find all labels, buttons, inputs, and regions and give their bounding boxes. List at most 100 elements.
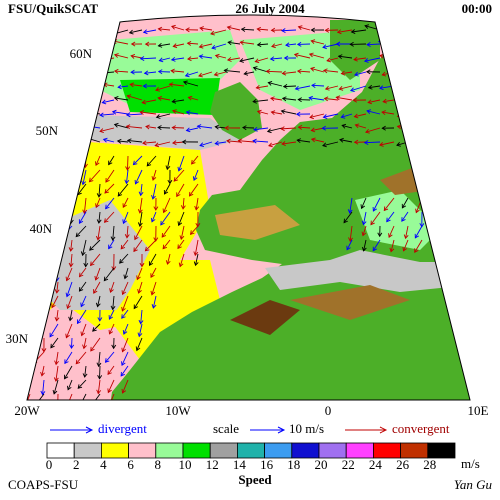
wind-arrow [421,137,437,143]
wind-arrow [425,113,437,118]
wind-arrow [117,140,129,143]
wind-arrow [109,323,115,335]
wind-arrow [27,141,31,145]
wind-arrow [177,239,185,249]
wind-arrow-head [184,72,190,78]
wind-arrow-head [58,83,64,89]
wind-arrow-head [84,123,90,129]
wind-arrow [75,225,87,237]
wind-arrow-head [97,317,103,322]
wind-arrow-head [148,261,154,267]
wind-arrow [60,29,73,32]
wind-arrow [227,57,241,61]
wind-arrow [324,98,339,101]
wind-arrow [195,253,199,266]
wind-arrow [297,70,311,73]
wind-arrow [80,295,87,307]
wind-arrow [341,71,353,75]
land [108,40,470,400]
wind-arrow [295,85,311,90]
wind-arrow-head [378,142,384,147]
wind-arrow [86,29,101,33]
wind-arrow [136,267,143,280]
wind-arrow [339,139,353,143]
wind-arrow-head [377,232,383,238]
wind-arrow-head [139,262,145,268]
latitude-label: 60N [70,46,93,61]
wind-arrow [271,43,283,48]
wind-arrow-head [88,82,94,88]
wind-arrow [214,71,227,76]
wind-arrow-head [66,404,70,408]
wind-arrow-head [50,343,55,349]
wind-arrow [133,295,143,309]
wind-arrow-head [266,128,272,134]
wind-arrow [59,138,73,143]
wind-arrow-head [436,112,442,118]
wind-arrow [31,71,45,76]
wind-arrow [211,43,227,49]
wind-arrow-head [105,204,110,210]
wind-arrow-head [45,39,51,45]
wind-arrow-head [150,290,156,296]
wind-arrow [159,57,171,62]
wind-arrow [351,29,367,33]
wind-arrow [56,281,59,293]
terrain [230,300,300,335]
wind-arrow [27,124,31,129]
wind-arrow-head [37,290,43,295]
wind-arrow-head [130,41,136,47]
wind-arrow-head [224,125,229,131]
wind-arrow [105,351,115,363]
wind-arrow [367,43,381,46]
wind-arrow-head [372,246,377,252]
wind-arrow-head [414,248,419,254]
wind-arrow-head [308,95,314,101]
wind-arrow [136,337,143,351]
wind-arrow-head [321,125,327,131]
wind-arrow-head [68,262,74,268]
wind-arrow [215,55,227,59]
wind-arrow [27,99,31,103]
wind-arrow-head [361,220,367,226]
wind-arrow [163,197,171,213]
wind-arrow-head [80,401,84,405]
wind-arrow-head [23,262,27,266]
colorbar-label: 22 [342,457,355,472]
wind-arrow [103,138,115,143]
wind-arrow-head [280,126,285,132]
wind-arrow [66,393,73,400]
wind-arrow [271,111,283,115]
wind-arrow [253,67,269,73]
wind-arrow-head [109,288,114,293]
wind-arrow [255,57,269,63]
wind-arrow [188,96,199,101]
wind-arrow [135,169,143,185]
wind-arrow-head [101,99,107,105]
wind-arrow-head [31,71,36,77]
wind-arrow [424,71,437,74]
wind-arrow-head [60,111,66,117]
wind-arrow-head [349,41,354,47]
wind-arrow-head [75,232,81,238]
wind-arrow-head [103,218,109,223]
wind-arrow-head [18,69,22,73]
wind-arrow [67,295,73,309]
wind-arrow-head [121,306,126,312]
wind-arrow-head [242,125,247,131]
wind-arrow-head [97,375,103,380]
wind-arrow [27,295,31,308]
wind-arrow [127,155,129,171]
colorbar-label: 12 [206,457,219,472]
wind-arrow-head [53,190,59,196]
wind-arrow-head [132,160,138,166]
wind-arrow [27,365,31,380]
wind-arrow-head [92,400,96,404]
wind-arrow [408,127,423,131]
wind-arrow [186,127,199,131]
wind-arrow-head [17,28,20,32]
wind-arrow-head [35,202,41,208]
wind-arrow [38,281,45,295]
wind-arrow-head [177,166,183,172]
wind-arrow [193,169,199,181]
